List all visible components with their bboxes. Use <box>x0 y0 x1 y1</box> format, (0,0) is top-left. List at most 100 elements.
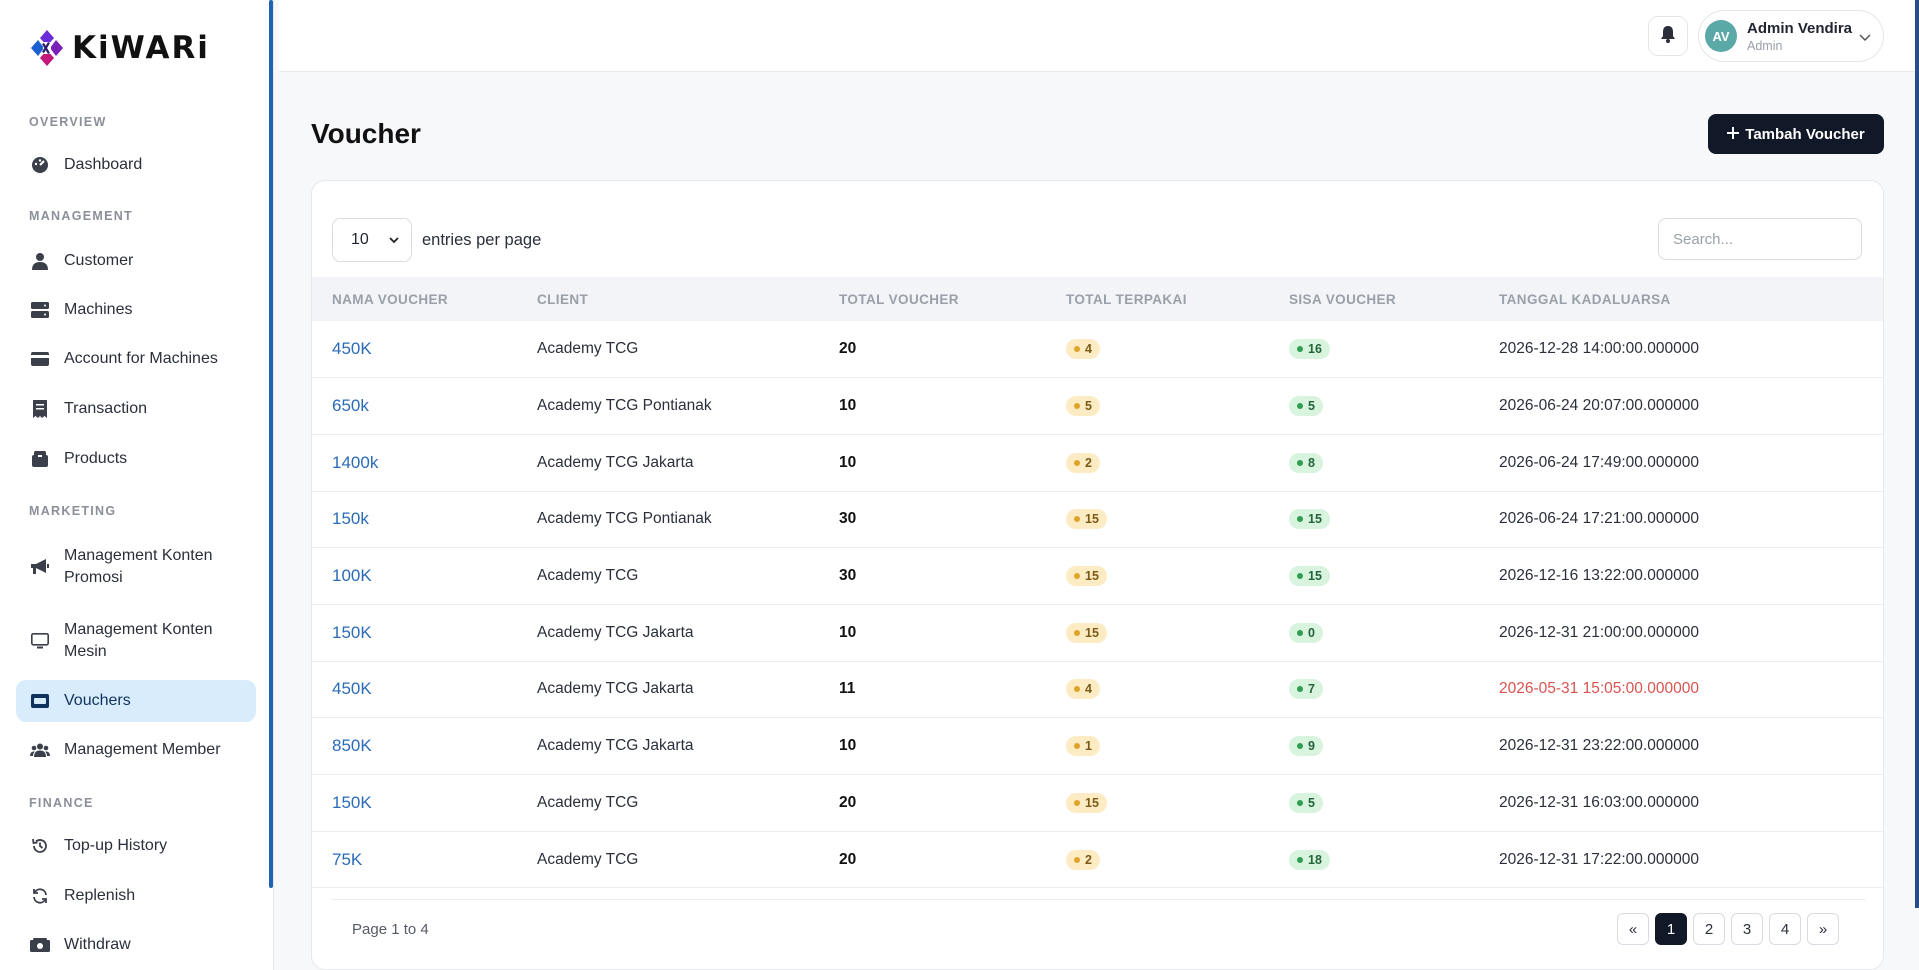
client-cell: Academy TCG Jakarta <box>537 680 694 698</box>
voucher-name-link[interactable]: 150K <box>332 622 372 642</box>
section-overview: OVERVIEW <box>29 115 107 129</box>
dot-icon <box>1074 346 1080 353</box>
entries-per-page: 10 entries per page <box>332 218 541 262</box>
receipt-icon <box>30 399 50 419</box>
dashboard-icon <box>30 155 50 175</box>
sidebar-item-customer[interactable]: Customer <box>16 246 256 276</box>
left-value: 5 <box>1308 795 1315 810</box>
pagination-page[interactable]: 3 <box>1731 913 1763 945</box>
left-cell: 9 <box>1289 718 1499 775</box>
sidebar-item-withdraw[interactable]: Withdraw <box>16 930 256 960</box>
sidebar-scrollbar[interactable] <box>269 0 273 888</box>
user-menu[interactable]: AV Admin Vendira Admin <box>1698 10 1884 62</box>
expiry-cell: 2026-12-28 14:00:00.000000 <box>1499 340 1699 358</box>
voucher-name-link[interactable]: 1400k <box>332 452 379 472</box>
dot-icon <box>1297 346 1303 353</box>
used-badge: 2 <box>1066 452 1100 473</box>
sidebar-item-label: Vouchers <box>64 692 131 709</box>
used-badge: 15 <box>1066 622 1107 643</box>
used-value: 2 <box>1085 455 1092 470</box>
client-cell: Academy TCG <box>537 567 639 585</box>
brand-logo[interactable]: KiWARi <box>28 28 210 68</box>
column-header-left[interactable]: SISA VOUCHER <box>1289 291 1397 307</box>
voucher-name-link[interactable]: 450K <box>332 679 372 699</box>
client-cell: Academy TCG Jakarta <box>537 737 694 755</box>
used-badge: 5 <box>1066 396 1100 417</box>
sidebar-item-topup-history[interactable]: Top-up History <box>16 831 256 861</box>
voucher-name-link[interactable]: 150K <box>332 792 372 812</box>
notifications-button[interactable] <box>1648 16 1688 56</box>
dot-icon <box>1074 573 1080 580</box>
pagination: «1 2 3 4» <box>1617 913 1839 945</box>
box-icon <box>30 449 50 469</box>
column-header-total[interactable]: TOTAL VOUCHER <box>839 291 959 307</box>
expiry-cell: 2026-12-16 13:22:00.000000 <box>1499 567 1699 585</box>
pagination-page[interactable]: 4 <box>1769 913 1801 945</box>
table-row: 150k Academy TCG Pontianak 30 15 15 2026-06-2… <box>312 491 1883 548</box>
expiry-cell: 2026-12-31 23:22:00.000000 <box>1499 737 1699 755</box>
used-cell: 4 <box>1066 321 1289 378</box>
sidebar-item-konten-promosi[interactable]: Management Konten Promosi <box>16 543 256 591</box>
pagination-last[interactable]: » <box>1807 913 1839 945</box>
dot-icon <box>1074 403 1080 410</box>
table-row: 650k Academy TCG Pontianak 10 5 5 2026-06-24 … <box>312 378 1883 435</box>
table-header-row: NAMA VOUCHER CLIENT TOTAL VOUCHER TOTAL … <box>312 277 1883 321</box>
sidebar-item-vouchers[interactable]: Vouchers <box>16 680 256 722</box>
add-voucher-button[interactable]: Tambah Voucher <box>1708 114 1884 154</box>
dot-icon <box>1074 743 1080 750</box>
pagination-page[interactable]: 1 <box>1655 913 1687 945</box>
left-value: 7 <box>1308 682 1315 697</box>
sidebar-item-management-member[interactable]: Management Member <box>16 735 256 765</box>
server-icon <box>30 300 50 320</box>
sidebar-item-label: Management Member <box>64 741 221 758</box>
users-icon <box>30 740 50 760</box>
sidebar-item-dashboard[interactable]: Dashboard <box>16 150 256 180</box>
sidebar-item-replenish[interactable]: Replenish <box>16 881 256 911</box>
client-cell: Academy TCG Jakarta <box>537 623 694 641</box>
voucher-table-card: 10 entries per page NAMA VOUCHER CLIENT … <box>311 180 1884 970</box>
sidebar-item-products[interactable]: Products <box>16 444 256 474</box>
voucher-name-link[interactable]: 150k <box>332 509 369 529</box>
megaphone-icon <box>30 557 50 577</box>
add-voucher-label: Tambah Voucher <box>1745 125 1865 143</box>
voucher-name-link[interactable]: 850K <box>332 736 372 756</box>
monitor-icon <box>30 631 50 651</box>
sidebar-item-label: Management Konten Promosi <box>64 547 213 586</box>
column-header-expiry[interactable]: TANGGAL KADALUARSA <box>1499 291 1671 307</box>
table-row: 75K Academy TCG 20 2 18 2026-12-31 17:22:00.0… <box>312 831 1883 888</box>
sidebar-item-label: Customer <box>64 252 134 269</box>
used-value: 1 <box>1085 739 1092 754</box>
voucher-name-link[interactable]: 75K <box>332 849 363 869</box>
voucher-table: NAMA VOUCHER CLIENT TOTAL VOUCHER TOTAL … <box>312 277 1883 888</box>
dot-icon <box>1297 516 1303 523</box>
client-cell: Academy TCG <box>537 793 639 811</box>
history-icon <box>30 836 50 856</box>
sidebar-item-label: Dashboard <box>64 156 143 173</box>
left-cell: 5 <box>1289 378 1499 435</box>
voucher-name-link[interactable]: 450K <box>332 339 372 359</box>
voucher-name-link[interactable]: 100K <box>332 566 372 586</box>
pagination-first[interactable]: « <box>1617 913 1649 945</box>
sidebar-item-transaction[interactable]: Transaction <box>16 394 256 424</box>
sidebar-item-machines[interactable]: Machines <box>16 295 256 325</box>
sidebar-item-konten-mesin[interactable]: Management Konten Mesin <box>16 617 256 665</box>
logo-mark-icon <box>28 28 66 68</box>
used-value: 15 <box>1085 512 1099 527</box>
bell-icon <box>1660 25 1676 48</box>
column-header-used[interactable]: TOTAL TERPAKAI <box>1066 291 1187 307</box>
sidebar-item-account-for-machines[interactable]: Account for Machines <box>16 344 256 374</box>
column-header-client[interactable]: CLIENT <box>537 291 589 307</box>
column-header-name[interactable]: NAMA VOUCHER <box>332 291 449 307</box>
entries-select[interactable]: 10 <box>332 218 412 262</box>
client-cell: Academy TCG Pontianak <box>537 397 712 415</box>
section-management: MANAGEMENT <box>29 209 133 223</box>
sidebar: KiWARi OVERVIEW Dashboard MANAGEMENT Cus… <box>0 0 274 970</box>
search-input[interactable] <box>1658 218 1862 260</box>
pagination-page[interactable]: 2 <box>1693 913 1725 945</box>
voucher-name-link[interactable]: 650k <box>332 396 369 416</box>
page-info: Page 1 to 4 <box>352 921 429 938</box>
expiry-cell: 2026-12-31 21:00:00.000000 <box>1499 623 1699 641</box>
left-badge: 5 <box>1289 396 1323 417</box>
used-badge: 15 <box>1066 566 1107 587</box>
page-scrollbar[interactable] <box>1915 0 1919 908</box>
